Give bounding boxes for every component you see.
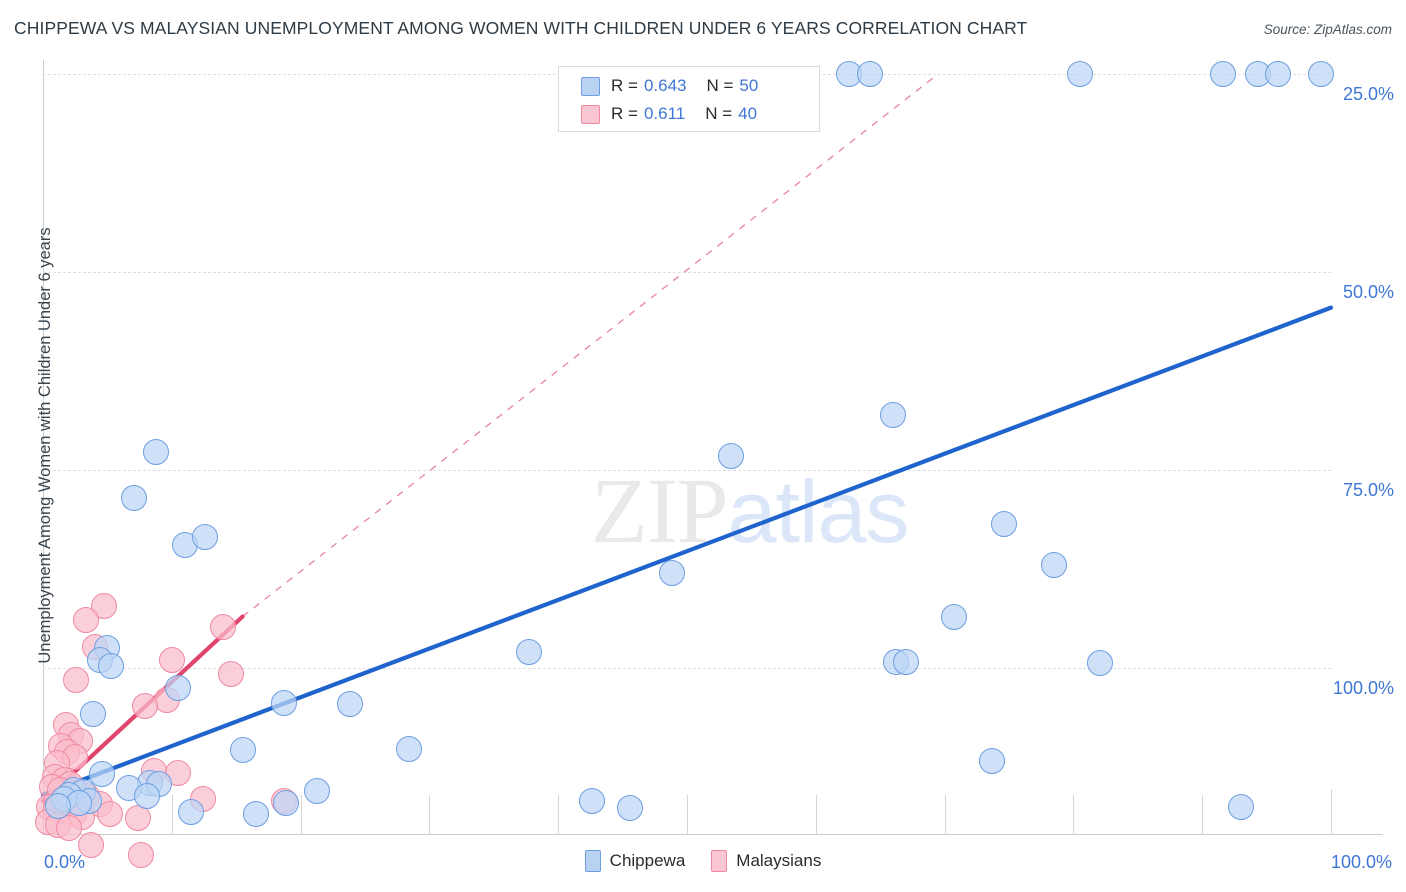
chippewa-legend-swatch-icon (584, 850, 601, 872)
malaysians-trendline-projection (242, 73, 939, 618)
data-point[interactable] (134, 783, 161, 810)
data-point[interactable] (218, 661, 245, 688)
data-point[interactable] (1227, 793, 1254, 820)
data-point[interactable] (304, 777, 331, 804)
legend-item-malaysians[interactable]: Malaysians (711, 850, 821, 872)
stats-row-malaysians: R = 0.611 N = 40 (581, 100, 819, 128)
data-point[interactable] (1265, 61, 1292, 87)
x-tick-80 (1073, 795, 1075, 835)
y-axis-label-50: 75.0% (1342, 480, 1394, 500)
data-point[interactable] (77, 832, 104, 859)
data-point[interactable] (979, 748, 1006, 775)
series-legend: Chippewa Malaysians (0, 850, 1406, 872)
x-tick-10 (171, 795, 173, 835)
x-tick-40 (558, 795, 560, 835)
data-point[interactable] (856, 61, 883, 87)
x-axis-max-label: 100.0% (1330, 852, 1392, 872)
data-point[interactable] (63, 666, 90, 693)
data-point[interactable] (125, 805, 152, 832)
data-point[interactable] (127, 841, 154, 868)
zipatlas-watermark: ZIPatlas (591, 458, 910, 565)
data-point[interactable] (990, 510, 1017, 537)
data-point[interactable] (158, 647, 185, 674)
malaysians-n-value: 40 (738, 104, 758, 123)
y-axis-title: Unemployment Among Women with Children U… (35, 227, 54, 664)
chippewa-n-value: 50 (739, 76, 759, 95)
x-tick-100 (1331, 795, 1332, 835)
x-tick-70 (944, 795, 946, 835)
chippewa-r-value: 0.643 (643, 76, 687, 95)
data-point[interactable] (178, 799, 205, 826)
x-axis-min-label: 0.0% (44, 852, 86, 872)
page-title: CHIPPEWA VS MALAYSIAN UNEMPLOYMENT AMONG… (14, 18, 1028, 38)
x-axis-line (43, 834, 1383, 835)
chippewa-trendline (40, 305, 1334, 797)
data-point[interactable] (143, 438, 170, 465)
chippewa-r-label: R = (611, 76, 638, 95)
data-point[interactable] (165, 674, 192, 701)
data-point[interactable] (336, 691, 363, 718)
gridline-75 (43, 272, 1331, 273)
data-point[interactable] (658, 559, 685, 586)
data-point[interactable] (515, 639, 542, 666)
data-point[interactable] (121, 484, 148, 511)
x-tick-60 (815, 795, 817, 835)
data-point[interactable] (55, 814, 82, 841)
watermark-atlas: atlas (727, 462, 910, 561)
data-point[interactable] (617, 795, 644, 822)
data-point[interactable] (96, 800, 123, 827)
data-point[interactable] (273, 789, 300, 816)
chippewa-legend-label: Chippewa (609, 851, 686, 870)
data-point[interactable] (89, 761, 116, 788)
data-point[interactable] (1307, 61, 1334, 87)
malaysians-legend-label: Malaysians (736, 851, 822, 870)
watermark-zip: ZIP (591, 460, 728, 563)
data-point[interactable] (1041, 552, 1068, 579)
data-point[interactable] (717, 442, 744, 469)
trendlines (40, 73, 1334, 804)
data-point[interactable] (72, 607, 99, 634)
data-point[interactable] (880, 401, 907, 428)
malaysians-r-value: 0.611 (643, 104, 686, 123)
malaysians-legend-swatch-icon (711, 850, 728, 872)
x-tick-30 (429, 795, 431, 835)
data-point[interactable] (270, 689, 297, 716)
data-point[interactable] (210, 613, 237, 640)
legend-item-chippewa[interactable]: Chippewa (584, 850, 686, 872)
data-point[interactable] (131, 693, 158, 720)
data-point[interactable] (940, 603, 967, 630)
y-axis-label-75: 50.0% (1342, 282, 1394, 302)
data-point[interactable] (395, 735, 422, 762)
x-tick-20 (300, 795, 302, 835)
data-point[interactable] (1209, 61, 1236, 87)
correlation-stats-legend: R = 0.643 N = 50 R = 0.611 N = 40 (558, 66, 820, 132)
data-point[interactable] (578, 788, 605, 815)
x-tick-50 (687, 795, 688, 835)
x-tick-90 (1202, 795, 1204, 835)
chippewa-n-label: N = (706, 76, 734, 95)
data-point[interactable] (1066, 61, 1093, 87)
chippewa-swatch-icon (581, 76, 600, 96)
malaysians-n-label: N = (705, 104, 733, 123)
data-point[interactable] (242, 800, 269, 827)
data-point[interactable] (80, 700, 107, 727)
plot-area: ZIPatlas (35, 60, 1334, 868)
gridline-50 (43, 470, 1331, 471)
stats-row-chippewa: R = 0.643 N = 50 (581, 72, 819, 100)
data-point[interactable] (892, 648, 919, 675)
y-axis-label-25: 100.0% (1332, 678, 1394, 698)
malaysians-swatch-icon (581, 104, 600, 124)
y-axis-label-100: 25.0% (1342, 84, 1394, 104)
malaysians-r-label: R = (611, 104, 638, 123)
data-point[interactable] (192, 524, 219, 551)
data-point[interactable] (45, 792, 72, 819)
data-point[interactable] (98, 652, 125, 679)
data-point[interactable] (1087, 650, 1114, 677)
data-point[interactable] (229, 736, 256, 763)
source-attribution: Source: ZipAtlas.com (1263, 22, 1392, 37)
